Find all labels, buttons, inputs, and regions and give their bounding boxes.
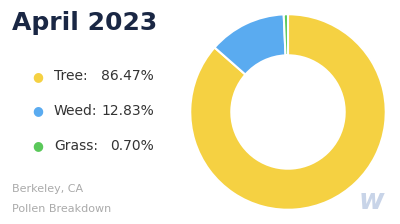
Text: 12.83%: 12.83% [101,104,154,118]
Text: ●: ● [32,70,43,83]
Text: ●: ● [32,139,43,152]
Text: ●: ● [32,104,43,117]
Wedge shape [214,14,286,75]
Text: Tree:: Tree: [54,69,88,83]
Text: April 2023: April 2023 [12,11,157,35]
Text: 86.47%: 86.47% [101,69,154,83]
Text: w: w [358,187,384,215]
Wedge shape [284,14,288,55]
Text: Pollen Breakdown: Pollen Breakdown [12,204,111,214]
Text: Weed:: Weed: [54,104,98,118]
Text: Berkeley, CA: Berkeley, CA [12,184,83,194]
Text: Grass:: Grass: [54,139,98,153]
Wedge shape [190,14,386,210]
Text: 0.70%: 0.70% [110,139,154,153]
